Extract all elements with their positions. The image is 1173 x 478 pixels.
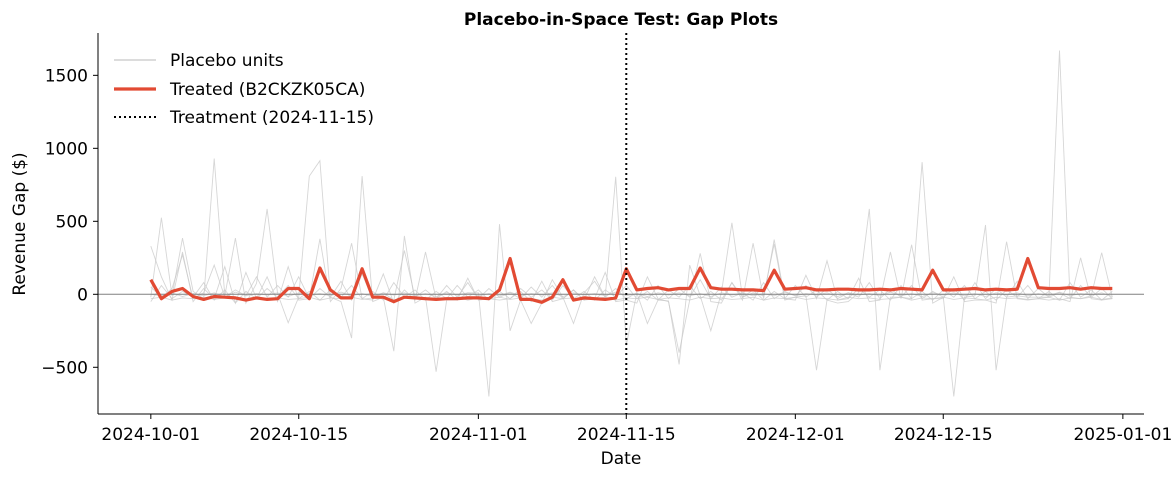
x-tick-label: 2024-11-01 bbox=[429, 425, 528, 445]
legend-label-treated: Treated (B2CKZK05CA) bbox=[169, 80, 365, 100]
chart-title: Placebo-in-Space Test: Gap Plots bbox=[464, 10, 778, 30]
placebo-lines bbox=[150, 50, 1113, 397]
y-tick-label: 0 bbox=[77, 285, 88, 305]
y-axis-ticks: −500 0 500 1000 1500 bbox=[41, 66, 98, 378]
y-axis-label: Revenue Gap ($) bbox=[10, 152, 30, 295]
placebo-line bbox=[150, 50, 1113, 397]
x-axis-ticks: 2024-10-01 2024-10-15 2024-11-01 2024-11-15… bbox=[101, 414, 1172, 445]
x-axis-label: Date bbox=[601, 449, 642, 469]
treated-series-line bbox=[149, 256, 1113, 304]
placebo-line bbox=[150, 281, 1113, 304]
x-tick-label: 2025-01-01 bbox=[1073, 425, 1172, 445]
y-tick-label: 500 bbox=[56, 212, 88, 232]
legend-label-treatment: Treatment (2024-11-15) bbox=[169, 108, 374, 128]
x-tick-label: 2024-12-01 bbox=[746, 425, 845, 445]
x-tick-label: 2024-10-15 bbox=[249, 425, 348, 445]
placebo-line bbox=[150, 296, 1113, 301]
legend-label-placebo: Placebo units bbox=[170, 51, 284, 71]
x-tick-label: 2024-12-15 bbox=[894, 425, 993, 445]
y-tick-label: 1000 bbox=[45, 139, 88, 159]
y-tick-label: 1500 bbox=[45, 66, 88, 86]
x-tick-label: 2024-11-15 bbox=[577, 425, 676, 445]
y-tick-label: −500 bbox=[41, 358, 88, 378]
x-tick-label: 2024-10-01 bbox=[101, 425, 200, 445]
legend: Placebo units Treated (B2CKZK05CA) Treat… bbox=[114, 51, 374, 128]
